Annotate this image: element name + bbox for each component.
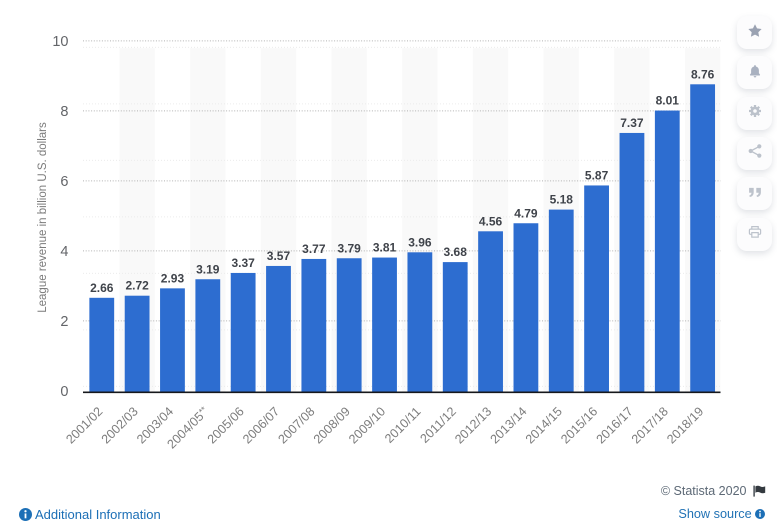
svg-text:5.18: 5.18 <box>550 193 574 207</box>
svg-text:2006/07: 2006/07 <box>240 404 282 446</box>
svg-text:2015/16: 2015/16 <box>558 404 600 446</box>
svg-text:4.56: 4.56 <box>479 214 503 228</box>
svg-text:2001/02: 2001/02 <box>63 404 105 446</box>
svg-text:2.66: 2.66 <box>90 281 114 295</box>
svg-text:2002/03: 2002/03 <box>99 404 141 446</box>
svg-text:2012/13: 2012/13 <box>452 404 494 446</box>
svg-text:3.79: 3.79 <box>338 241 362 255</box>
svg-text:2009/10: 2009/10 <box>346 404 388 446</box>
svg-text:0: 0 <box>60 384 68 400</box>
svg-text:2018/19: 2018/19 <box>664 404 706 446</box>
svg-text:6: 6 <box>60 174 68 190</box>
svg-text:2010/11: 2010/11 <box>382 404 423 445</box>
svg-text:8: 8 <box>60 104 68 120</box>
svg-text:3.96: 3.96 <box>408 235 432 249</box>
svg-text:2.93: 2.93 <box>161 271 185 285</box>
svg-text:8.76: 8.76 <box>691 67 715 81</box>
svg-text:3.37: 3.37 <box>231 256 255 270</box>
svg-text:4.79: 4.79 <box>514 206 538 220</box>
svg-text:2: 2 <box>60 314 68 330</box>
svg-text:5.87: 5.87 <box>585 168 609 182</box>
svg-text:4: 4 <box>60 244 68 260</box>
svg-text:3.77: 3.77 <box>302 242 326 256</box>
svg-text:2005/06: 2005/06 <box>205 404 247 446</box>
svg-text:7.37: 7.37 <box>620 116 644 130</box>
svg-text:2.72: 2.72 <box>125 279 149 293</box>
svg-text:League revenue in billion U.S.: League revenue in billion U.S. dollars <box>37 122 49 313</box>
svg-text:2014/15: 2014/15 <box>523 404 565 446</box>
svg-text:3.81: 3.81 <box>373 241 397 255</box>
svg-text:10: 10 <box>52 34 68 50</box>
svg-text:3.57: 3.57 <box>267 249 291 263</box>
svg-text:2016/17: 2016/17 <box>594 404 636 446</box>
svg-text:2008/09: 2008/09 <box>311 404 353 446</box>
svg-text:3.19: 3.19 <box>196 262 220 276</box>
svg-text:2017/18: 2017/18 <box>629 404 671 446</box>
svg-text:2011/12: 2011/12 <box>418 404 459 445</box>
svg-text:2007/08: 2007/08 <box>275 404 317 446</box>
svg-text:3.68: 3.68 <box>444 245 468 259</box>
svg-text:2013/14: 2013/14 <box>488 404 530 446</box>
svg-text:8.01: 8.01 <box>656 94 680 108</box>
